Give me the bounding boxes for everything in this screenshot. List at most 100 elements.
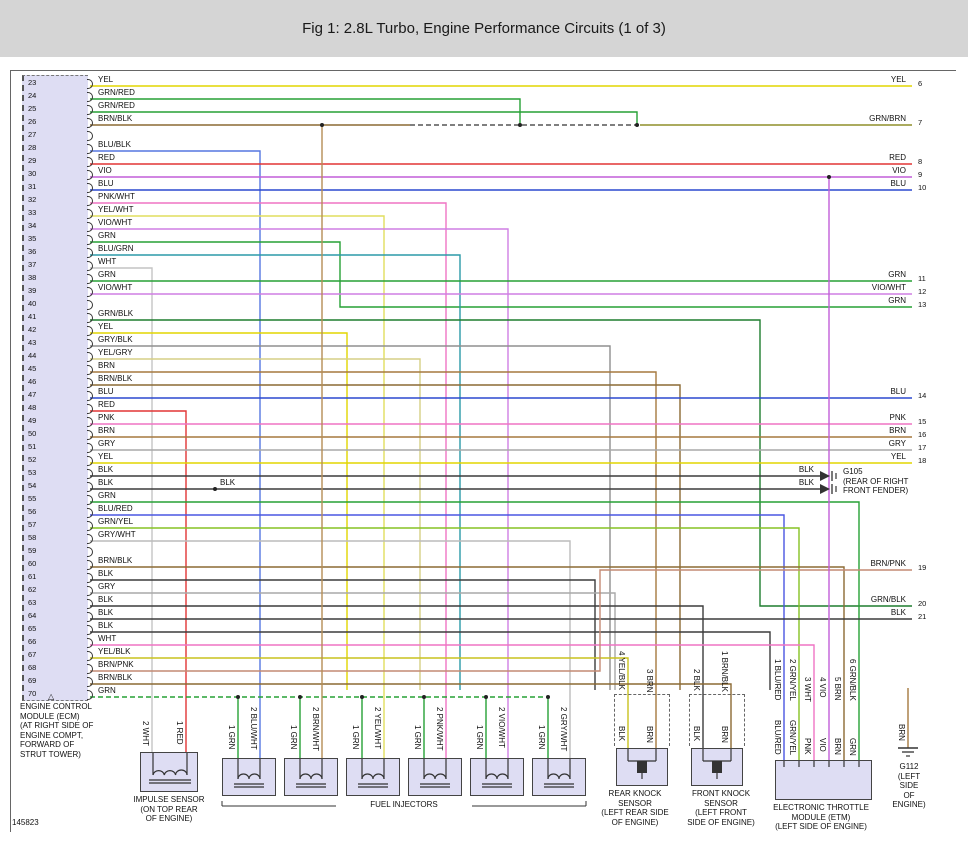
etm-caption: ELECTRONIC THROTTLE MODULE (ETM) (LEFT S… [773, 803, 869, 831]
ecm-pin-row: 35 [24, 232, 93, 245]
ecm-pin-row: 60 [24, 557, 93, 570]
ecm-pin-number: 53 [28, 468, 37, 477]
ecm-pin-row: 53 [24, 466, 93, 479]
wire-segment [90, 579, 596, 690]
rear-knock-sensor-box [616, 748, 668, 786]
ecm-connector: 23 24 25 26 27 28 29 30 31 32 33 34 35 36 37 38 39 40 41 42… [22, 75, 93, 701]
right-terminal-label: GRY [888, 439, 906, 448]
etm-lower-label: GRN/YEL [788, 719, 797, 755]
right-terminal-label: BRN/PNK [870, 559, 906, 568]
injector-wire-label: 2 VIO/WHT [497, 706, 506, 748]
right-terminal-label: RED [889, 153, 906, 162]
pin-wire-color-label: YEL/WHT [98, 205, 134, 214]
pin-wire-color-label: VIO/WHT [98, 218, 133, 227]
etm-lower-label: GRN [848, 738, 857, 756]
pin-wire-color-label: GRY/WHT [98, 530, 136, 539]
ecm-pin-number: 59 [28, 546, 37, 555]
coil-symbol-icon [544, 759, 574, 788]
ecm-pin-number: 49 [28, 416, 37, 425]
title-bar: Fig 1: 2.8L Turbo, Engine Performance Ci… [0, 0, 968, 57]
pin-wire-color-label: GRN [98, 491, 116, 500]
ecm-pin-number: 45 [28, 364, 37, 373]
injector-wire-label: 2 BLU/WHT [249, 706, 258, 750]
fuel-injector-box [222, 758, 276, 796]
right-terminal-label: YEL [890, 452, 906, 461]
pin-wire-color-label: BLU [98, 387, 114, 396]
fuel-injector-box [470, 758, 524, 796]
g105-caption: G105 (REAR OF RIGHT FRONT FENDER) [843, 467, 909, 495]
junction-dot [213, 487, 217, 491]
junction-dot [236, 695, 240, 699]
etm-upper-label: 1 BLU/RED [773, 658, 782, 700]
ecm-pin-number: 44 [28, 351, 37, 360]
pin-wire-color-label: BRN/BLK [98, 556, 133, 565]
right-terminal-label: VIO/WHT [871, 283, 906, 292]
ecm-pin-number: 52 [28, 455, 37, 464]
ecm-pin-row: 32 [24, 193, 93, 206]
ecm-pin-row: 59 [24, 544, 93, 557]
ecm-pin-number: 27 [28, 130, 37, 139]
pin-wire-color-label: BLK [98, 465, 114, 474]
ecm-pin-number: 68 [28, 663, 37, 672]
right-terminal-label: BLU [890, 387, 906, 396]
wire-segment [90, 358, 421, 690]
right-terminal-number: 8 [918, 157, 923, 166]
wire-segment [90, 631, 771, 690]
pin-wire-color-label: GRN [98, 231, 116, 240]
pin-wire-color-label: GRN [98, 270, 116, 279]
pin-wire-color-label: BRN/BLK [98, 374, 133, 383]
injector-wire-label: 2 PNK/WHT [435, 706, 444, 751]
pin-wire-color-label: YEL/GRY [98, 348, 133, 357]
ecm-pin-number: 50 [28, 429, 37, 438]
pin-wire-color-label: BLK [98, 608, 114, 617]
figure-id: 145823 [12, 818, 39, 827]
coil-symbol-icon [358, 759, 388, 788]
junction-dot [360, 695, 364, 699]
ecm-caption: ENGINE CONTROL MODULE (ECM) (AT RIGHT SI… [20, 702, 94, 759]
ecm-pin-row: 33 [24, 206, 93, 219]
ecm-pin-number: 51 [28, 442, 37, 451]
ecm-pin-row: 40 [24, 297, 93, 310]
pin-wire-color-label: BRN/BLK [98, 114, 133, 123]
junction-dot [635, 123, 639, 127]
coil-symbol-icon [482, 759, 512, 788]
right-terminal-label: GRN/BRN [869, 114, 906, 123]
fuel-injector-box [284, 758, 338, 796]
right-terminal-number: 11 [918, 274, 926, 283]
diagram-border-top [10, 70, 956, 71]
front-knock-caption: FRONT KNOCK SENSOR (LEFT FRONT SIDE OF E… [687, 789, 755, 827]
pin-wire-color-label: YEL [98, 75, 114, 84]
right-terminal-label: BLU [890, 179, 906, 188]
ecm-pin-row: 45 [24, 362, 93, 375]
wire-segment [90, 371, 657, 748]
ground-arrow-icon [820, 471, 830, 481]
right-terminal-label: GRN [888, 270, 906, 279]
fuel-injector-box [408, 758, 462, 796]
ecm-pin-number: 58 [28, 533, 37, 542]
ecm-pin-number: 55 [28, 494, 37, 503]
ecm-pin-row: 55 [24, 492, 93, 505]
right-terminal-number: 7 [918, 118, 923, 127]
injector-wire-label: 1 GRN [227, 725, 236, 750]
pin-wire-color-label: GRN/RED [98, 88, 135, 97]
ecm-pin-number: 66 [28, 637, 37, 646]
ecm-pin-number: 25 [28, 104, 37, 113]
ecm-pin-row: 49 [24, 414, 93, 427]
right-terminal-number: 12 [918, 287, 927, 296]
impulse-sensor-caption: IMPULSE SENSOR (ON TOP REAR OF ENGINE) [133, 795, 205, 823]
pin-wire-color-label: YEL [98, 452, 114, 461]
wire-segment [90, 319, 912, 607]
ecm-pin-number: 57 [28, 520, 37, 529]
ecm-pin-row: 41 [24, 310, 93, 323]
pin-wire-color-label: BLK [98, 595, 114, 604]
ecm-pin-row: 64 [24, 609, 93, 622]
ecm-pin-row: 25 [24, 102, 93, 115]
ecm-pin-number: 64 [28, 611, 37, 620]
ecm-pin-row: 57 [24, 518, 93, 531]
ecm-pin-number: 32 [28, 195, 37, 204]
etm-box [775, 760, 872, 800]
junction-dot [484, 695, 488, 699]
g112-caption: G112 (LEFT SIDE OF ENGINE) [892, 762, 926, 809]
etm-lower-label: BLU/RED [773, 719, 782, 755]
etm-upper-label: 5 BRN [833, 677, 842, 701]
